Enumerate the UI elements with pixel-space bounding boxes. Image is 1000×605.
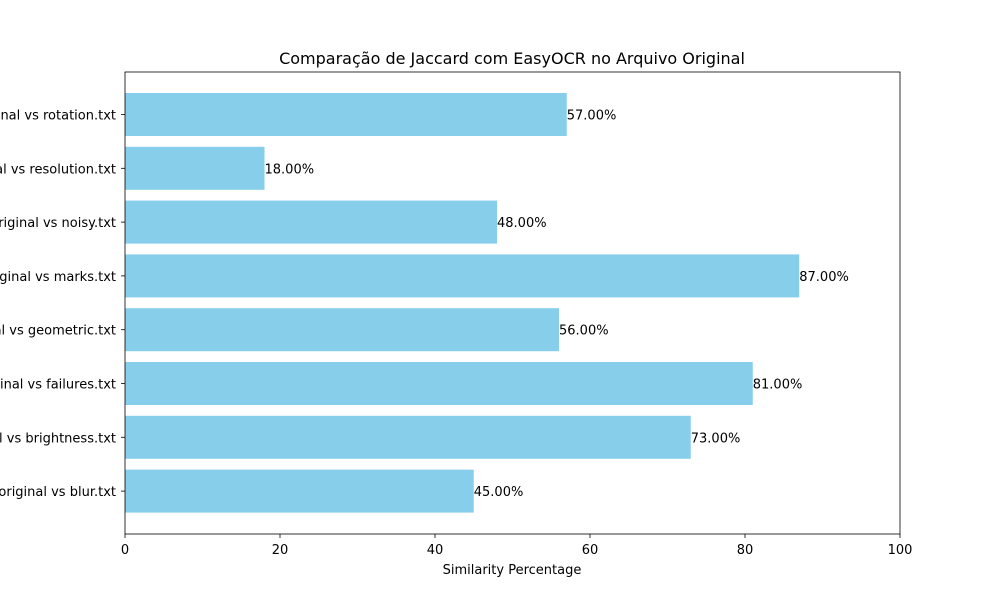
bar-2 [125, 146, 265, 190]
x-tick-label-2: 20 [272, 543, 289, 558]
axes-layer [121, 71, 901, 538]
y-tick-label-8: original vs blur.txt [0, 485, 116, 500]
bar-value-label-8: 45.00% [474, 485, 524, 500]
bar-8 [125, 469, 474, 513]
bar-value-label-2: 18.00% [265, 162, 315, 177]
labels-layer: 57.00% original vs rotation.txt 18.00% orig… [0, 109, 912, 559]
x-tick-label-3: 40 [427, 543, 444, 558]
x-tick-label-4: 60 [582, 543, 599, 558]
y-tick-label-3: original vs noisy.txt [0, 216, 116, 231]
x-tick-label-6: 100 [888, 543, 913, 558]
bar-1 [125, 93, 567, 136]
bar-value-label-4: 87.00% [799, 270, 849, 285]
x-tick-label-5: 80 [737, 543, 754, 558]
bar-6 [125, 362, 753, 405]
y-tick-label-1: original vs rotation.txt [0, 109, 116, 124]
chart-title: Comparação de Jaccard com EasyOCR no Arq… [279, 49, 745, 68]
bar-value-label-6: 81.00% [753, 378, 803, 393]
bar-value-label-7: 73.00% [691, 431, 741, 446]
bar-value-label-5: 56.00% [559, 324, 609, 339]
y-tick-label-7: original vs brightness.txt [0, 431, 116, 446]
bar-3 [125, 200, 497, 244]
plot-frame [124, 71, 901, 535]
y-tick-label-4: original vs marks.txt [0, 270, 116, 285]
bar-value-label-3: 48.00% [497, 216, 547, 231]
bar-value-label-1: 57.00% [567, 109, 617, 124]
y-tick-label-6: original vs failures.txt [0, 378, 116, 393]
y-tick-label-5: original vs geometric.txt [0, 324, 116, 339]
bar-7 [125, 415, 691, 459]
bar-5 [125, 308, 559, 352]
x-tick-label-1: 0 [121, 543, 129, 558]
bars-layer [125, 93, 800, 513]
y-tick-label-2: original vs resolution.txt [0, 162, 116, 177]
bar-4 [125, 254, 800, 298]
x-axis-label: Similarity Percentage [443, 563, 582, 578]
